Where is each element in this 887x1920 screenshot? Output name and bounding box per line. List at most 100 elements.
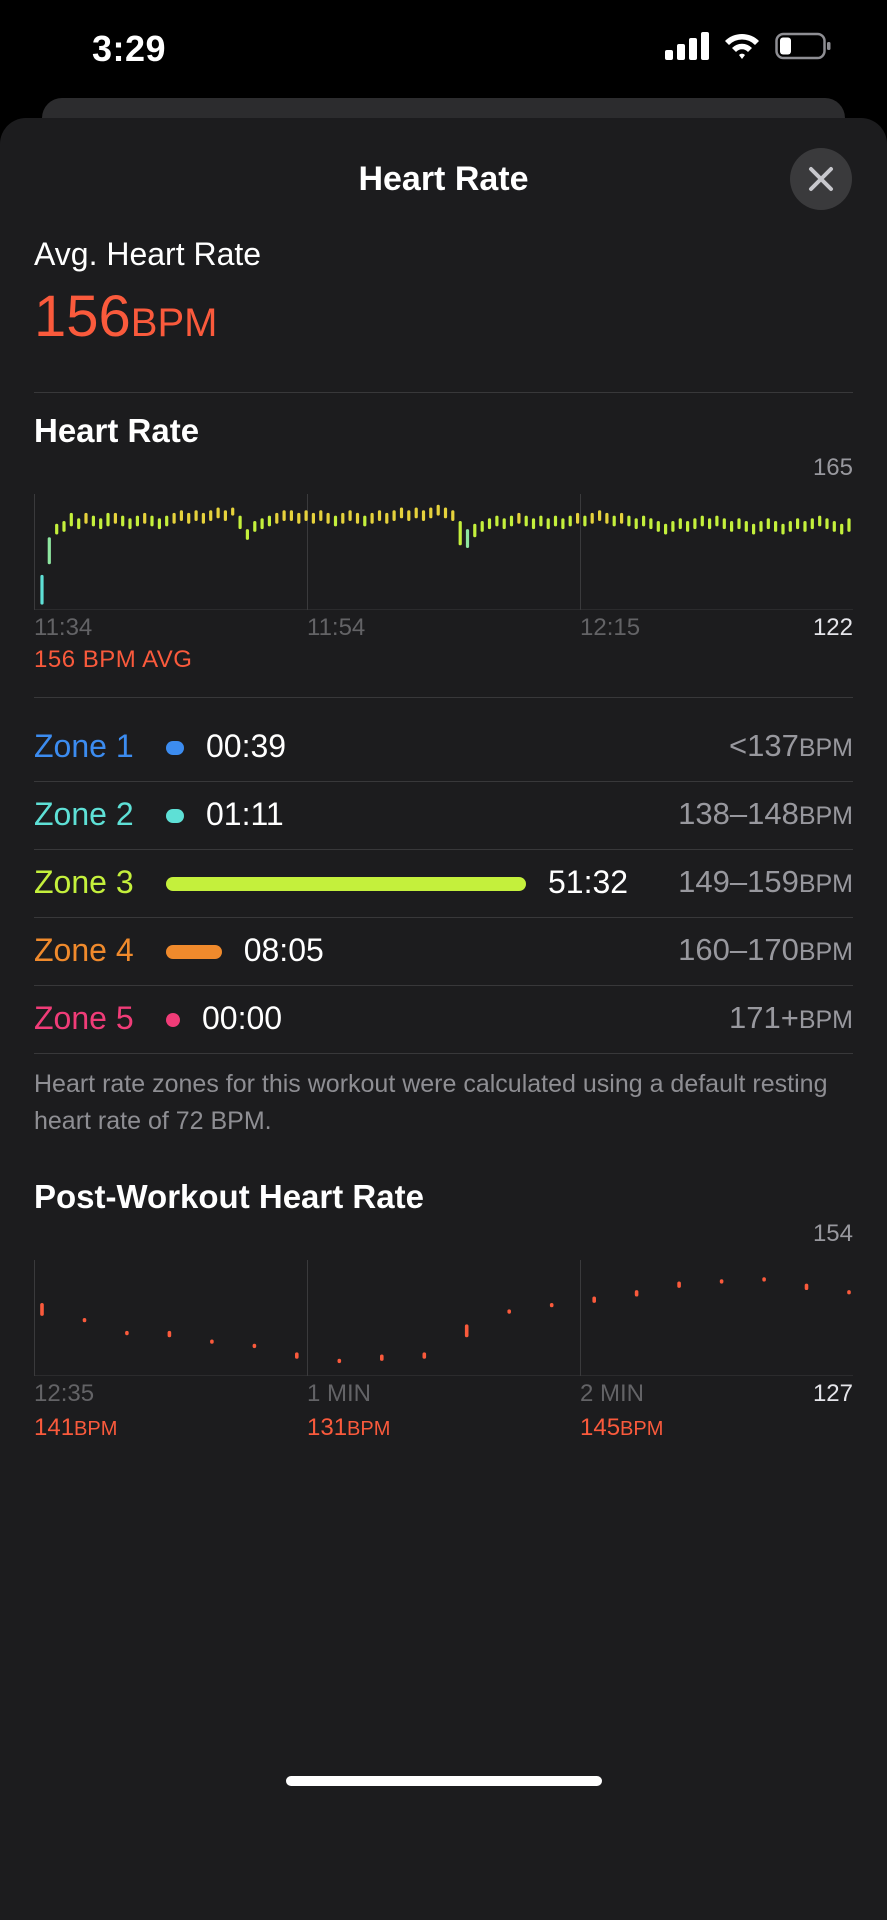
- close-button[interactable]: [790, 148, 852, 210]
- chart-bar: [847, 518, 851, 532]
- post-bpm-value: 131BPM: [307, 1414, 391, 1441]
- chart-bar: [832, 521, 836, 532]
- chart-bar: [201, 512, 205, 524]
- chart-bar: [348, 510, 352, 521]
- zone-range: 138–148BPM: [678, 796, 853, 831]
- zone-time: 01:11: [206, 796, 284, 832]
- chart-bar: [99, 518, 103, 530]
- zones-footnote: Heart rate zones for this workout were c…: [34, 1070, 828, 1135]
- chart-bar: [238, 515, 242, 530]
- chart-bar: [165, 515, 169, 527]
- chart-bar: [804, 1283, 809, 1290]
- chart-bar: [421, 510, 426, 521]
- zone-row: Zone 5 00:00 171+BPM: [34, 986, 853, 1054]
- post-x-label: 2 MIN: [580, 1380, 645, 1407]
- divider: [34, 985, 853, 986]
- chart-bar: [337, 1358, 342, 1364]
- chart-bar: [465, 529, 470, 548]
- chart-bar: [495, 515, 499, 527]
- chart-bar: [297, 512, 301, 524]
- chart-bar: [311, 512, 315, 524]
- chart-bar: [355, 512, 360, 524]
- chart-bar: [106, 512, 110, 527]
- chart-bar: [172, 512, 176, 524]
- chart-bar: [429, 507, 433, 519]
- chart-bar: [77, 518, 81, 530]
- zone-range: <137BPM: [728, 728, 853, 763]
- chart-bar: [752, 523, 756, 535]
- chart-bar: [847, 1290, 851, 1295]
- chart-bar: [304, 510, 308, 521]
- chart-bar: [507, 1309, 511, 1314]
- chart-bar: [759, 521, 763, 532]
- chart-bar: [634, 518, 638, 530]
- chart-bar: [231, 507, 235, 516]
- chart-bar: [143, 512, 147, 524]
- divider: [34, 392, 853, 393]
- zone-bar: [166, 741, 184, 755]
- chart-bar: [47, 537, 51, 565]
- chart-bar: [531, 518, 536, 530]
- chart-bar: [473, 523, 477, 538]
- wifi-icon: [725, 33, 759, 59]
- chart-bar: [385, 512, 389, 524]
- chart-bar: [150, 515, 154, 527]
- chart-bar: [480, 521, 484, 532]
- zone-name: Zone 5: [34, 1000, 134, 1036]
- zone-bar: [166, 945, 222, 959]
- chart-bar: [686, 521, 690, 532]
- chart-bar: [730, 521, 734, 532]
- chart-bar: [209, 510, 213, 521]
- zone-bar: [166, 1013, 180, 1027]
- chart-bar: [649, 518, 653, 530]
- chart-bar: [693, 518, 697, 530]
- divider: [34, 781, 853, 782]
- chart-bar: [187, 512, 191, 524]
- chart-bar: [282, 510, 286, 521]
- post-y-max-label: 154: [812, 1220, 853, 1247]
- zone-bar: [166, 877, 526, 891]
- chart-bar: [678, 518, 682, 530]
- zone-name: Zone 1: [34, 728, 134, 764]
- chart-bar: [517, 512, 521, 524]
- chart-bar: [840, 523, 844, 535]
- chart-bar: [592, 1296, 596, 1303]
- chart-bar: [744, 521, 748, 532]
- chart-bar: [370, 512, 374, 524]
- chart-bar: [634, 1290, 639, 1297]
- chart-bar: [135, 515, 139, 527]
- chart-bar: [546, 518, 550, 530]
- hr-y-max-label: 165: [812, 454, 853, 481]
- chart-bar: [295, 1352, 299, 1359]
- chart-bar: [422, 1352, 427, 1359]
- chart-bar: [642, 515, 646, 527]
- chart-bar: [128, 518, 132, 530]
- chart-bar: [656, 521, 660, 532]
- chart-bar: [113, 512, 117, 524]
- post-x-label: 1 MIN: [307, 1380, 372, 1407]
- zone-bar: [166, 809, 184, 823]
- zone-row: Zone 1 00:39 <137BPM: [34, 714, 853, 782]
- status-time: 3:29: [92, 28, 167, 69]
- zone-time: 08:05: [243, 932, 324, 968]
- divider: [34, 697, 853, 698]
- chart-bar: [91, 515, 95, 527]
- chart-bar: [216, 507, 220, 519]
- chart-bar: [774, 521, 778, 532]
- chart-bar: [719, 1279, 724, 1284]
- chart-bar: [121, 515, 125, 527]
- chart-bar: [82, 1318, 87, 1323]
- zone-name: Zone 2: [34, 796, 134, 832]
- hr-x-label: 12:15: [580, 614, 641, 641]
- chart-bar: [289, 510, 293, 521]
- avg-heart-rate-unit: BPM: [130, 301, 218, 345]
- heart-rate-chart: [34, 494, 853, 610]
- post-x-label: 12:35: [34, 1380, 95, 1407]
- chart-bar: [509, 515, 514, 527]
- chart-bar: [377, 510, 382, 521]
- home-indicator[interactable]: [286, 1776, 602, 1786]
- chart-bar: [781, 523, 785, 535]
- heart-rate-sheet: Heart Rate Avg. Heart Rate 156BPM Heart …: [0, 118, 887, 1920]
- chart-bar: [380, 1354, 384, 1361]
- sheet-title: Heart Rate: [358, 160, 529, 198]
